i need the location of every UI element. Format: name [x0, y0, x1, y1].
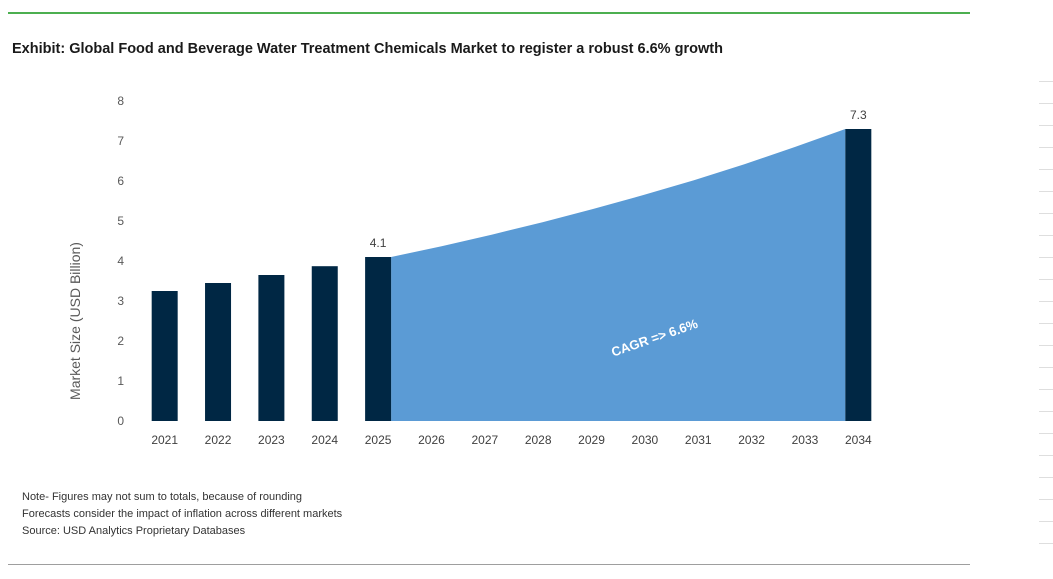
footnotes: Note- Figures may not sum to totals, bec…: [22, 489, 342, 540]
x-tick-label: 2024: [311, 433, 338, 447]
y-tick-label: 5: [117, 214, 124, 228]
y-tick-label: 4: [117, 254, 124, 268]
footnote-rounding: Note- Figures may not sum to totals, bec…: [22, 491, 303, 503]
bar-2025: [365, 257, 392, 421]
y-tick-label: 8: [117, 94, 124, 108]
y-tick-label: 3: [117, 294, 124, 308]
bar-2024: [311, 266, 338, 421]
data-labels-group: 4.1 7.3: [370, 108, 867, 250]
y-tick-label: 2: [117, 334, 124, 348]
y-tick-label: 6: [117, 174, 124, 188]
bottom-divider: [8, 564, 970, 565]
y-tick-label: 7: [117, 134, 124, 148]
bar-2022: [205, 283, 232, 421]
y-axis-title: Market Size (USD Billion): [67, 242, 83, 400]
x-tick-label: 2021: [151, 433, 178, 447]
x-tick-label: 2030: [632, 433, 659, 447]
x-tick-label: 2025: [365, 433, 392, 447]
forecast-area: [391, 129, 846, 421]
x-tick-label: 2032: [738, 433, 765, 447]
y-axis-ticks: 0 1 2 3 4 5 6 7 8: [117, 94, 124, 428]
x-axis-ticks: 2021 2022 2023 2024 2025 2026 2027 2028 2029 2030…: [151, 433, 872, 447]
bars-group: [151, 129, 872, 421]
x-tick-label: 2023: [258, 433, 285, 447]
bar-2023: [258, 275, 285, 421]
x-tick-label: 2028: [525, 433, 552, 447]
bar-2034: [845, 129, 872, 421]
x-tick-label: 2031: [685, 433, 712, 447]
data-label-2034: 7.3: [850, 108, 867, 122]
chart-title: Exhibit: Global Food and Beverage Water …: [12, 41, 723, 57]
y-axis-title-group: Market Size (USD Billion): [67, 242, 83, 400]
y-tick-label: 1: [117, 374, 124, 388]
x-tick-label: 2029: [578, 433, 605, 447]
forecast-area-group: [391, 129, 846, 421]
right-edge-ticks: [1039, 60, 1053, 560]
top-divider: [8, 12, 970, 14]
x-tick-label: 2034: [845, 433, 872, 447]
footnote-inflation: Forecasts consider the impact of inflati…: [22, 508, 343, 520]
x-tick-label: 2033: [792, 433, 819, 447]
footnote-source: Source: USD Analytics Proprietary Databa…: [22, 525, 246, 537]
x-tick-label: 2022: [205, 433, 232, 447]
y-tick-label: 0: [117, 414, 124, 428]
bar-2021: [151, 291, 178, 421]
data-label-2025: 4.1: [370, 236, 387, 250]
x-tick-label: 2027: [471, 433, 498, 447]
x-tick-label: 2026: [418, 433, 445, 447]
